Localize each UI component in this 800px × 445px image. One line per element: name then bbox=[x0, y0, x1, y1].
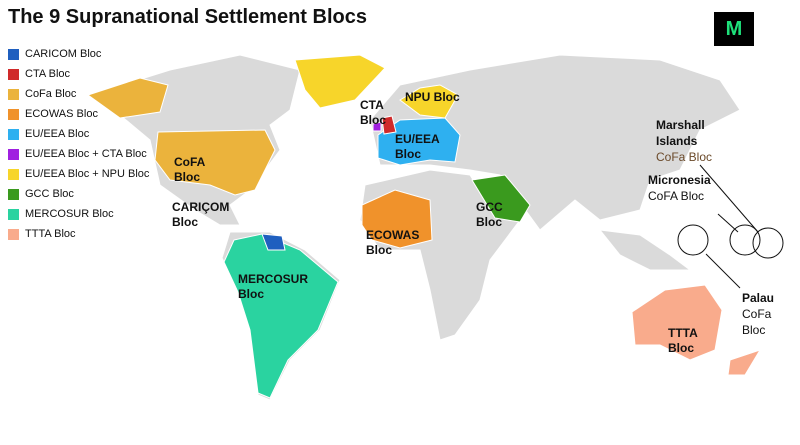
legend-label: EU/EEA Bloc bbox=[25, 128, 90, 140]
guyana-region bbox=[261, 233, 286, 251]
legend-swatch bbox=[8, 68, 19, 80]
map-label: NPU Bloc bbox=[405, 90, 460, 104]
arrow bbox=[705, 253, 741, 289]
legend-label: GCC Bloc bbox=[25, 188, 74, 200]
arrow bbox=[699, 164, 759, 233]
logo: M bbox=[714, 12, 754, 46]
map-label: CARIÇOM Bloc bbox=[172, 200, 230, 229]
legend-item: TTTA Bloc bbox=[8, 224, 149, 244]
pacific-name: Micronesia bbox=[648, 173, 711, 187]
legend-label: CoFa Bloc bbox=[25, 88, 77, 100]
legend-item: ECOWAS Bloc bbox=[8, 104, 149, 124]
map-label: CoFA Bloc bbox=[174, 155, 205, 184]
pacific-bloc: CoFa Bloc bbox=[742, 307, 772, 337]
southeast-asia bbox=[598, 229, 692, 271]
australia-region bbox=[631, 284, 723, 361]
map-label: MERCOSUR Bloc bbox=[238, 272, 309, 301]
legend-swatch bbox=[8, 168, 19, 180]
new-zealand-region bbox=[727, 349, 762, 376]
pacific-label: Palau CoFa Bloc bbox=[742, 290, 792, 338]
legend-item: MERCOSUR Bloc bbox=[8, 204, 149, 224]
map-label: CTA Bloc bbox=[360, 98, 387, 127]
eurasia bbox=[369, 54, 741, 231]
legend: CARICOM Bloc CTA Bloc CoFa Bloc ECOWAS Bloc… bbox=[8, 44, 149, 244]
legend-swatch bbox=[8, 128, 19, 140]
legend-swatch bbox=[8, 188, 19, 200]
pacific-label: Marshall Islands CoFa Bloc bbox=[656, 117, 736, 165]
map-label: TTTA Bloc bbox=[668, 326, 698, 355]
legend-swatch bbox=[8, 88, 19, 100]
europe-region bbox=[377, 117, 461, 166]
us-region bbox=[154, 129, 276, 196]
south-america-region bbox=[223, 233, 339, 399]
uk-region bbox=[381, 115, 397, 135]
legend-item: EU/EEA Bloc + NPU Bloc bbox=[8, 164, 149, 184]
legend-item: EU/EEA Bloc + CTA Bloc bbox=[8, 144, 149, 164]
pacific-bloc: CoFa Bloc bbox=[656, 150, 713, 164]
legend-item: GCC Bloc bbox=[8, 184, 149, 204]
legend-label: CTA Bloc bbox=[25, 68, 71, 80]
greenland-region bbox=[294, 54, 386, 109]
legend-item: CTA Bloc bbox=[8, 64, 149, 84]
legend-swatch bbox=[8, 48, 19, 60]
map-label: EU/EEA Bloc bbox=[395, 132, 440, 161]
alaska-region bbox=[86, 77, 169, 119]
ireland-region bbox=[372, 121, 382, 132]
legend-item: CARICOM Bloc bbox=[8, 44, 149, 64]
map-label: GCC Bloc bbox=[476, 200, 503, 229]
pacific-label: Micronesia CoFA Bloc bbox=[648, 172, 728, 204]
title: The 9 Supranational Settlement Blocs bbox=[8, 6, 367, 28]
legend-swatch bbox=[8, 228, 19, 240]
map-label: ECOWAS Bloc bbox=[366, 228, 420, 257]
pacific-name: Marshall Islands bbox=[656, 118, 705, 148]
legend-swatch bbox=[8, 108, 19, 120]
pacific-bloc: CoFA Bloc bbox=[648, 189, 705, 203]
arabia-region bbox=[471, 174, 531, 223]
legend-label: ECOWAS Bloc bbox=[25, 108, 98, 120]
nordic-region bbox=[399, 84, 459, 119]
marker-circle bbox=[752, 227, 784, 259]
arrow bbox=[717, 213, 739, 233]
legend-label: MERCOSUR Bloc bbox=[25, 208, 114, 220]
legend-swatch bbox=[8, 208, 19, 220]
west-africa-region bbox=[361, 189, 433, 249]
legend-item: EU/EEA Bloc bbox=[8, 124, 149, 144]
legend-item: CoFa Bloc bbox=[8, 84, 149, 104]
marker-circle bbox=[729, 224, 761, 256]
pacific-name: Palau bbox=[742, 291, 775, 305]
legend-label: TTTA Bloc bbox=[25, 228, 76, 240]
marker-circle bbox=[677, 224, 709, 256]
legend-label: EU/EEA Bloc + NPU Bloc bbox=[25, 168, 150, 180]
legend-swatch bbox=[8, 148, 19, 160]
legend-label: CARICOM Bloc bbox=[25, 48, 102, 60]
legend-label: EU/EEA Bloc + CTA Bloc bbox=[25, 148, 147, 160]
